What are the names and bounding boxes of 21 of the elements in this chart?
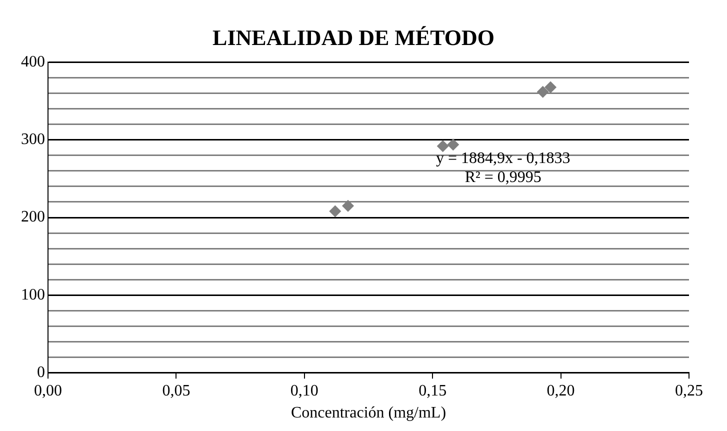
x-tick-label: 0,15 [418,382,447,400]
x-tick-label: 0,00 [34,382,62,400]
y-tick-label: 100 [21,286,45,304]
point [544,81,557,94]
point [536,86,549,98]
point [436,140,449,152]
x-tick-label: 0,20 [546,382,575,400]
annotation: y = 1884,9x - 0,1833 [436,150,570,167]
y-tick-label: 400 [21,54,45,71]
point [329,205,342,218]
point [447,138,460,151]
y-tick-label: 0 [37,364,45,381]
chart-title: LINEALIDAD DE MÉTODO [212,24,494,50]
point [342,200,354,212]
y-tick-label: 200 [21,208,45,226]
x-tick-label: 0,10 [290,382,318,400]
x-tick-label: 0,25 [675,382,703,400]
x-axis-title: Concentración (mg/mL) [290,404,446,422]
y-tick-label: 300 [21,131,45,148]
annotation: R² = 0,9995 [464,168,542,186]
x-tick-label: 0,05 [162,382,190,400]
